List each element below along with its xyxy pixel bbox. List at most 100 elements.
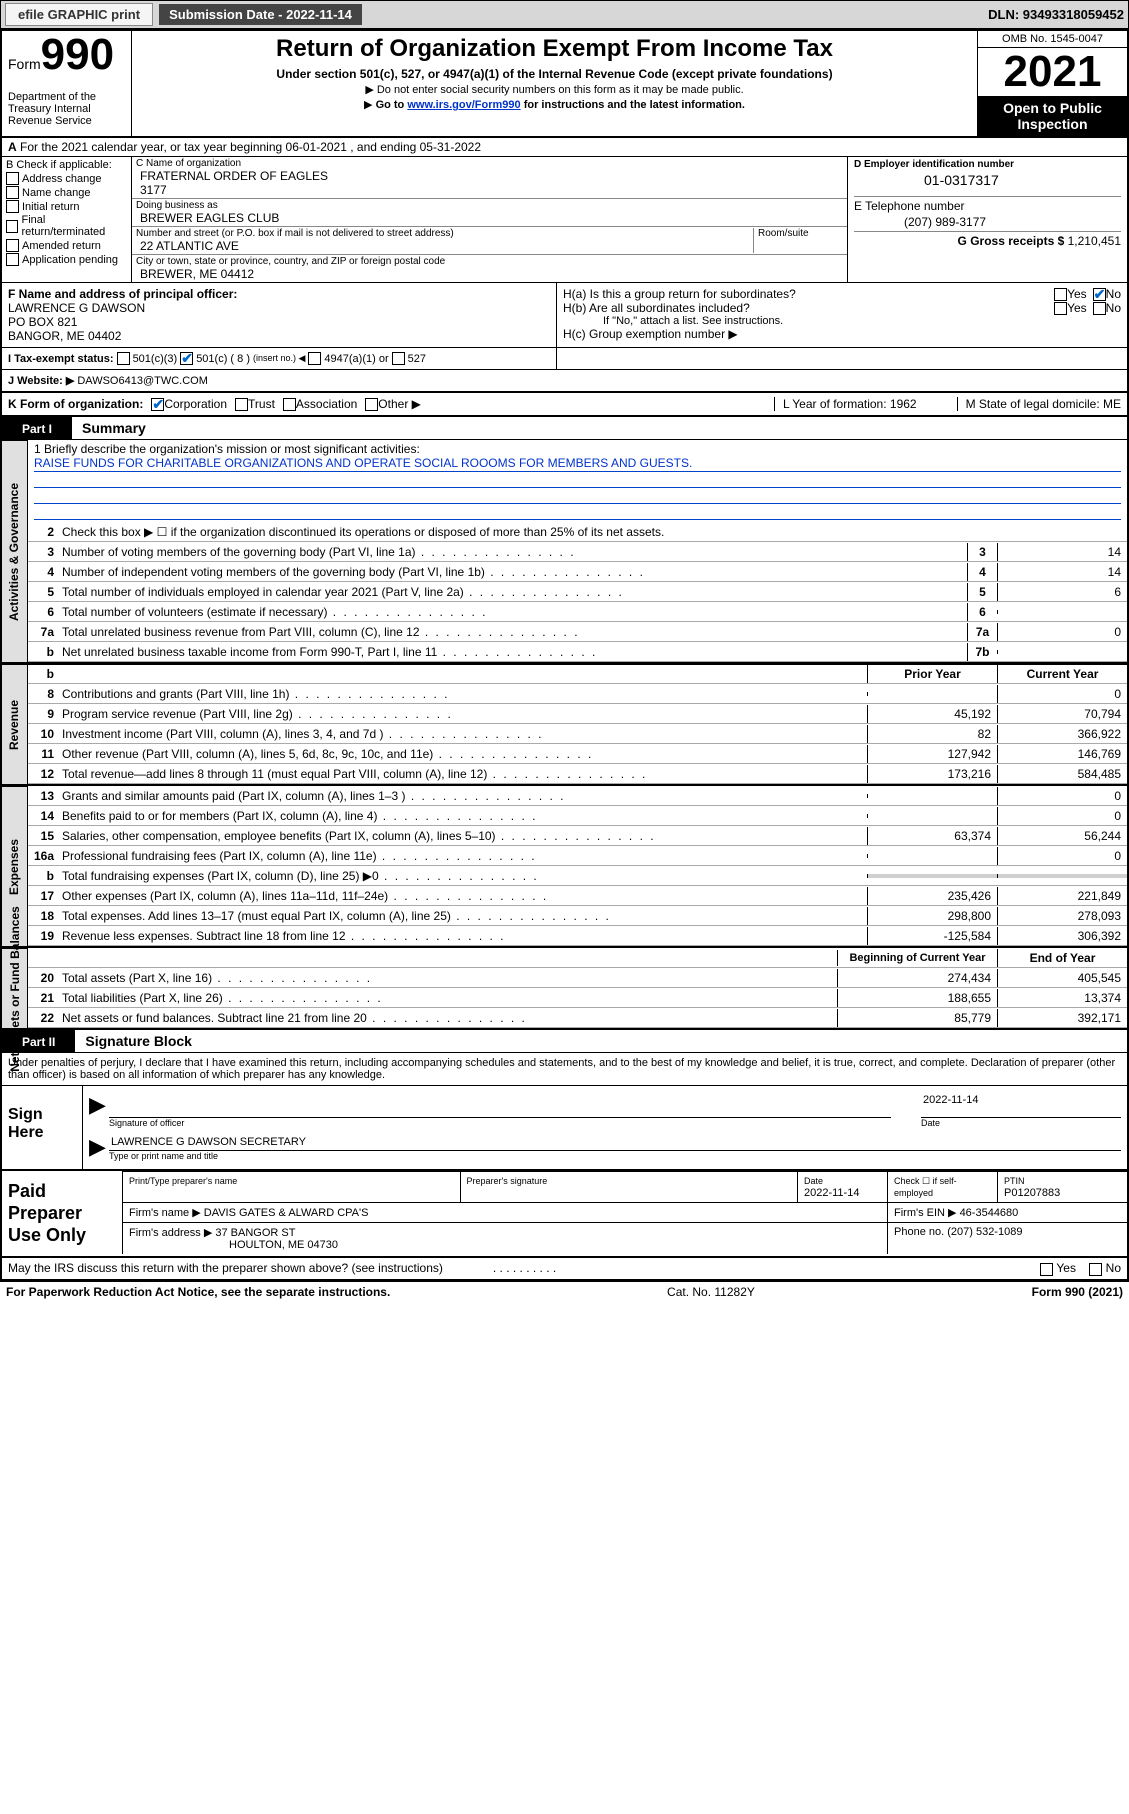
part1-title: Summary [72,417,1127,440]
chk-name-change[interactable]: Name change [6,186,127,199]
row-j: J Website: ▶ DAWSO6413@TWC.COM [2,370,1127,393]
irs-link[interactable]: www.irs.gov/Form990 [407,99,520,111]
paid-preparer-label: Paid Preparer Use Only [2,1171,122,1256]
sig-officer-label: Signature of officer [109,1118,891,1128]
header-right: OMB No. 1545-0047 2021 Open to Public In… [977,31,1127,136]
gov-row: 7aTotal unrelated business revenue from … [28,622,1127,642]
form-note-1: Do not enter social security numbers on … [142,83,967,96]
summary-revenue: Revenue b Prior Year Current Year 8Contr… [2,664,1127,786]
discuss-label: May the IRS discuss this return with the… [8,1261,443,1275]
penalty-text: Under penalties of perjury, I declare th… [2,1053,1127,1086]
gov-row: 5Total number of individuals employed in… [28,582,1127,602]
ein-value: 01-0317317 [854,170,1121,196]
addr-value: 22 ATLANTIC AVE [136,239,753,253]
hb-yes[interactable] [1054,302,1067,315]
paid-preparer-block: Paid Preparer Use Only Print/Type prepar… [2,1171,1127,1258]
fin-row: 11Other revenue (Part VIII, column (A), … [28,744,1127,764]
form-subtitle: Under section 501(c), 527, or 4947(a)(1)… [142,67,967,81]
officer-name: LAWRENCE G DAWSON [8,301,550,315]
dln-label: DLN: 93493318059452 [988,7,1124,22]
chk-501c3[interactable] [117,352,130,365]
summary-governance: Activities & Governance 1 Briefly descri… [2,440,1127,664]
chk-other[interactable] [365,398,378,411]
city-label: City or town, state or province, country… [136,256,843,267]
gov-row: 6Total number of volunteers (estimate if… [28,602,1127,622]
officer-addr1: PO BOX 821 [8,315,550,329]
hb-note: If "No," attach a list. See instructions… [563,315,1121,327]
end-year-hdr: End of Year [997,949,1127,967]
sign-arrow-icon-2: ▶ [89,1134,109,1161]
row-f: F Name and address of principal officer:… [2,283,1127,348]
prior-year-hdr: Prior Year [867,665,997,683]
vtab-governance: Activities & Governance [2,440,28,662]
chk-corp[interactable] [151,398,164,411]
part2-header: Part II Signature Block [2,1030,1127,1053]
fin-row: 19Revenue less expenses. Subtract line 1… [28,926,1127,946]
sign-arrow-icon: ▶ [89,1092,109,1128]
ha-label: H(a) Is this a group return for subordin… [563,287,1054,301]
form-number: 990 [41,30,114,79]
year-formation: L Year of formation: 1962 [774,397,917,411]
ha-yes[interactable] [1054,288,1067,301]
chk-address-change[interactable]: Address change [6,172,127,185]
gross-label: G Gross receipts $ [958,234,1065,248]
chk-527[interactable] [392,352,405,365]
fin-row: 12Total revenue—add lines 8 through 11 (… [28,764,1127,784]
hb-no[interactable] [1093,302,1106,315]
form-title: Return of Organization Exempt From Incom… [142,35,967,63]
opt-501c3: 501(c)(3) [133,353,178,365]
part1-header: Part I Summary [2,417,1127,440]
paperwork-notice: For Paperwork Reduction Act Notice, see … [6,1285,390,1299]
chk-4947[interactable] [308,352,321,365]
section-bcd: B Check if applicable: Address change Na… [2,157,1127,283]
opt-final: Final return/terminated [21,214,127,238]
sig-name: LAWRENCE G DAWSON SECRETARY [109,1134,1121,1151]
chk-amended[interactable]: Amended return [6,239,127,252]
ptin-lbl: PTIN [1004,1176,1025,1186]
note2-post: for instructions and the latest informat… [524,99,745,111]
org-name-2: 3177 [136,183,843,197]
tax-year: 2021 [978,48,1127,96]
org-name: FRATERNAL ORDER OF EAGLES [136,169,843,183]
row-i: I Tax-exempt status: 501(c)(3) 501(c) ( … [2,348,1127,370]
opt-other: Other ▶ [378,397,421,411]
firm-name-lbl: Firm's name ▶ [129,1207,201,1219]
chk-final-return[interactable]: Final return/terminated [6,214,127,238]
firm-name: DAVIS GATES & ALWARD CPA'S [204,1207,369,1219]
dba-value: BREWER EAGLES CLUB [136,211,843,225]
fin-row: 8Contributions and grants (Part VIII, li… [28,684,1127,704]
website-value: DAWSO6413@TWC.COM [77,375,208,387]
sig-date-label: Date [921,1118,1121,1128]
chk-app-pending[interactable]: Application pending [6,253,127,266]
chk-assoc[interactable] [283,398,296,411]
sig-date: 2022-11-14 [921,1092,1121,1118]
gov-row: 3Number of voting members of the governi… [28,542,1127,562]
fin-row: 14Benefits paid to or for members (Part … [28,806,1127,826]
phone-label: E Telephone number [854,196,1121,213]
prep-self-lbl: Check ☐ if self-employed [894,1176,957,1198]
officer-label: F Name and address of principal officer: [8,287,550,301]
opt-name: Name change [22,187,91,199]
header-middle: Return of Organization Exempt From Incom… [132,31,977,136]
prep-name-lbl: Print/Type preparer's name [129,1176,237,1186]
hb-label: H(b) Are all subordinates included? [563,301,1054,315]
column-c: C Name of organization FRATERNAL ORDER O… [132,157,847,282]
gov-row: 4Number of independent voting members of… [28,562,1127,582]
ein-label: D Employer identification number [854,159,1121,170]
form-container: Form990 Department of the Treasury Inter… [0,29,1129,1282]
chk-501c[interactable] [180,352,193,365]
insert-no: (insert no.) [253,353,305,364]
discuss-no[interactable] [1089,1263,1102,1276]
column-b: B Check if applicable: Address change Na… [2,157,132,282]
firm-ein: 46-3544680 [960,1207,1019,1219]
part1-num: Part I [2,419,72,439]
opt-assoc: Association [296,397,357,411]
chk-initial-return[interactable]: Initial return [6,200,127,213]
chk-trust[interactable] [235,398,248,411]
efile-print-button[interactable]: efile GRAPHIC print [5,3,153,26]
fin-row: 21Total liabilities (Part X, line 26)188… [28,988,1127,1008]
discuss-yes[interactable] [1040,1263,1053,1276]
opt-corp: Corporation [164,397,227,411]
ha-no[interactable] [1093,288,1106,301]
tax-year-range: For the 2021 calendar year, or tax year … [20,140,481,154]
